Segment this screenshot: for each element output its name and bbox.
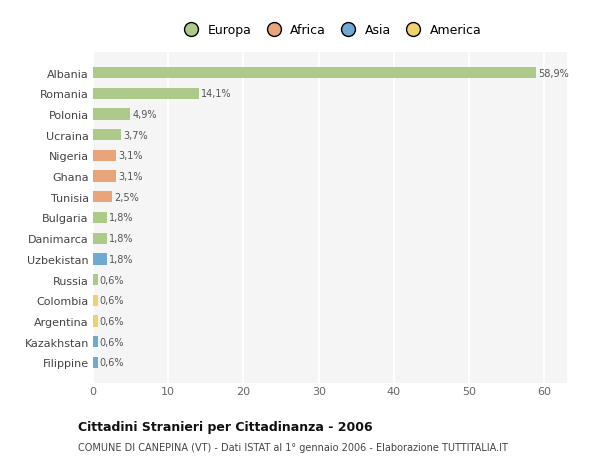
Bar <box>93 357 98 368</box>
Text: 0,6%: 0,6% <box>100 316 124 326</box>
Text: Cittadini Stranieri per Cittadinanza - 2006: Cittadini Stranieri per Cittadinanza - 2… <box>78 420 373 433</box>
Bar <box>93 192 112 203</box>
Text: 3,7%: 3,7% <box>123 130 148 140</box>
Text: 0,6%: 0,6% <box>100 296 124 306</box>
Text: 4,9%: 4,9% <box>132 110 157 120</box>
Text: 3,1%: 3,1% <box>119 151 143 161</box>
Text: 1,8%: 1,8% <box>109 254 133 264</box>
Bar <box>93 109 130 120</box>
Bar <box>93 68 536 79</box>
Bar <box>93 295 98 306</box>
Text: 0,6%: 0,6% <box>100 337 124 347</box>
Bar <box>93 89 199 100</box>
Bar <box>93 213 107 224</box>
Bar <box>93 316 98 327</box>
Text: 14,1%: 14,1% <box>202 89 232 99</box>
Legend: Europa, Africa, Asia, America: Europa, Africa, Asia, America <box>173 19 487 42</box>
Text: 58,9%: 58,9% <box>538 68 569 78</box>
Text: 1,8%: 1,8% <box>109 213 133 223</box>
Text: COMUNE DI CANEPINA (VT) - Dati ISTAT al 1° gennaio 2006 - Elaborazione TUTTITALI: COMUNE DI CANEPINA (VT) - Dati ISTAT al … <box>78 442 508 452</box>
Text: 3,1%: 3,1% <box>119 172 143 182</box>
Bar <box>93 336 98 347</box>
Bar <box>93 130 121 141</box>
Text: 0,6%: 0,6% <box>100 358 124 368</box>
Bar <box>93 171 116 182</box>
Bar <box>93 151 116 162</box>
Bar <box>93 233 107 244</box>
Text: 0,6%: 0,6% <box>100 275 124 285</box>
Text: 2,5%: 2,5% <box>114 192 139 202</box>
Text: 1,8%: 1,8% <box>109 234 133 244</box>
Bar <box>93 274 98 285</box>
Bar <box>93 254 107 265</box>
